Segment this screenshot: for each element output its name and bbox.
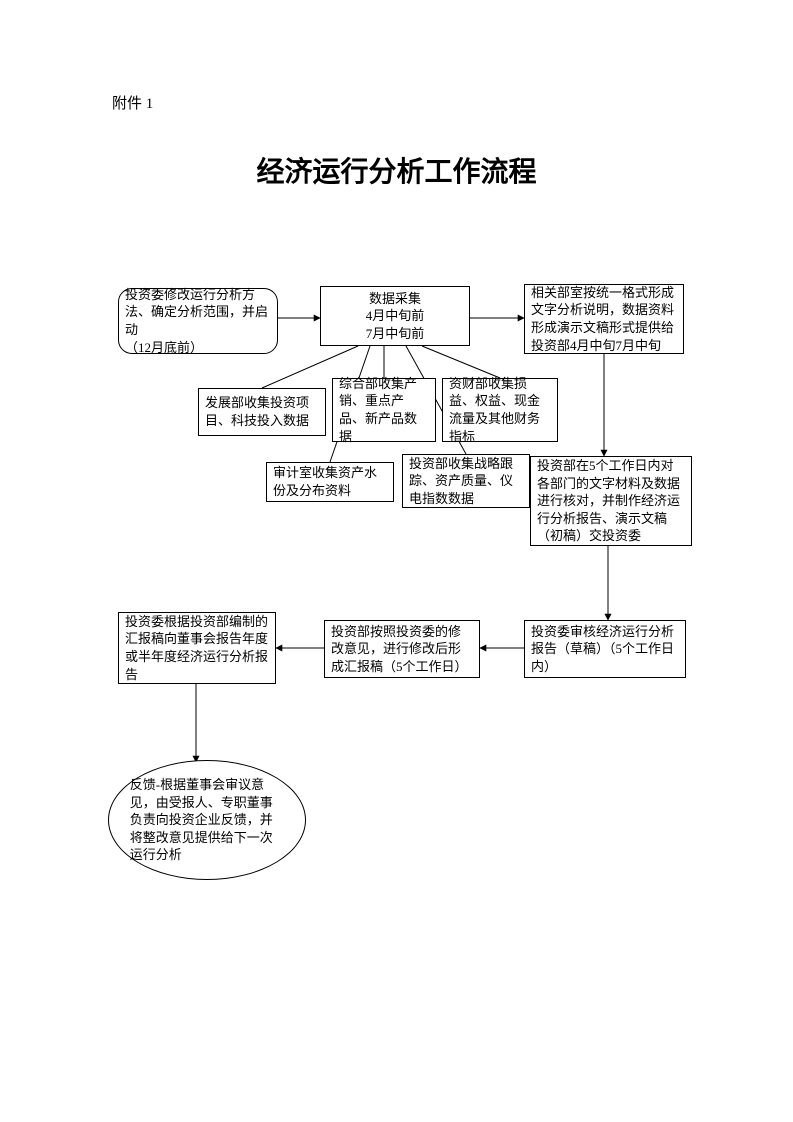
flowchart-node-n13: 反馈-根据董事会审议意见，由受报人、专职董事负责向投资企业反馈，并将整改意见提供… [108, 760, 306, 880]
flowchart-node-n4: 发展部收集投资项目、科技投入数据 [198, 388, 326, 436]
flowchart-node-n6: 资财部收集损益、权益、现金流量及其他财务指标 [442, 378, 558, 442]
flowchart-node-n3: 相关部室按统一格式形成文字分析说明，数据资料形成演示文稿形式提供给投资部4月中旬… [524, 284, 684, 354]
flowchart-node-n2: 数据采集 4月中旬前 7月中旬前 [320, 286, 470, 346]
attachment-label: 附件 1 [112, 92, 153, 113]
flowchart-node-n7: 审计室收集资产水份及分布资料 [266, 462, 394, 502]
flowchart-node-n9: 投资部在5个工作日内对各部门的文字材料及数据进行核对，并制作经济运行分析报告、演… [530, 456, 692, 546]
flowchart-node-n8: 投资部收集战略跟踪、资产质量、仪电指数数据 [402, 454, 530, 508]
flowchart-node-n11: 投资部按照投资委的修改意见，进行修改后形成汇报稿（5个工作日） [324, 620, 480, 678]
flowchart-node-n10: 投资委审核经济运行分析报告（草稿）（5个工作日内） [524, 620, 686, 678]
edge-4 [422, 346, 500, 378]
flowchart-node-n5: 综合部收集产销、重点产品、新产品数据 [332, 378, 436, 442]
flowchart-node-n1: 投资委修改运行分析方法、确定分析范围，并启动 （12月底前） [118, 288, 278, 354]
page: 附件 1 经济运行分析工作流程 投资委修改运行分析方法、确定分析范围，并启动 （… [0, 0, 793, 1122]
page-title: 经济运行分析工作流程 [0, 150, 793, 190]
flowchart-node-n12: 投资委根据投资部编制的汇报稿向董事会报告年度或半年度经济运行分析报告 [118, 612, 276, 684]
